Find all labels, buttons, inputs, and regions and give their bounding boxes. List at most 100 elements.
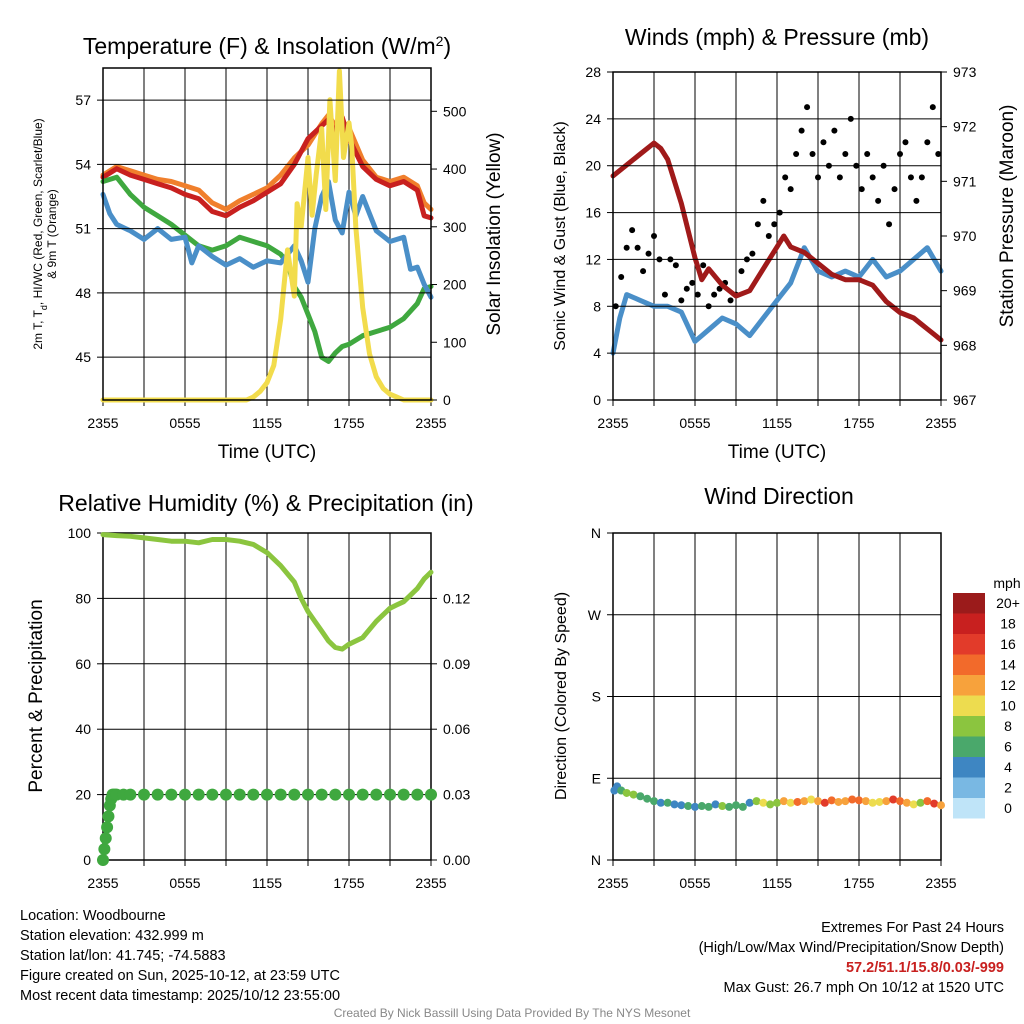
data-point xyxy=(425,788,437,801)
data-point xyxy=(902,139,909,146)
colorbar-swatch xyxy=(953,736,985,757)
x-tick-label: 0555 xyxy=(169,875,200,891)
direction-point xyxy=(622,788,631,797)
y-tick-label: 51 xyxy=(75,221,91,237)
colorbar-swatch xyxy=(953,777,985,798)
y-right-tick-label: 100 xyxy=(443,334,467,350)
x-tick-label: 0555 xyxy=(679,415,710,431)
data-point xyxy=(694,291,701,298)
data-point xyxy=(711,291,718,298)
winds-chart: 2355 0555 1155 1755 2355 0 4 8 12 16 20 24 28 967 968 9… xyxy=(552,24,1018,463)
colorbar-label: 20+ xyxy=(996,595,1020,611)
colorbar: mph 20+ 18 16 14 12 10 8 6 4 2 0 xyxy=(953,575,1021,819)
direction-point xyxy=(779,797,788,806)
extremes-values: 57.2/51.1/15.8/0.03/-999 xyxy=(845,960,1004,976)
direction-point xyxy=(889,795,898,804)
y-right-tick-label: 969 xyxy=(953,283,977,299)
y-tick-label: 8 xyxy=(593,298,601,314)
data-point xyxy=(815,174,821,181)
y-tick-label: 28 xyxy=(585,64,601,80)
data-point xyxy=(356,788,369,801)
y-right-tick-label: 972 xyxy=(953,119,977,135)
data-point xyxy=(274,788,287,801)
y-right-tick-label: 200 xyxy=(443,277,467,293)
direction-point xyxy=(896,797,904,806)
direction-point xyxy=(773,798,781,807)
data-point xyxy=(315,788,328,801)
data-point xyxy=(165,788,178,801)
data-point xyxy=(651,233,657,239)
data-point xyxy=(749,250,756,257)
data-point xyxy=(683,285,690,292)
x-axis-label: Time (UTC) xyxy=(218,442,317,463)
x-tick-label: 2355 xyxy=(597,875,628,891)
y-tick-label: N xyxy=(591,525,601,541)
figure-created: Figure created on Sun, 2025-10-12, at 23… xyxy=(20,968,340,984)
y-tick-label: 40 xyxy=(75,721,91,737)
data-point xyxy=(101,821,114,834)
x-tick-label: 1155 xyxy=(252,415,282,431)
colorbar-label: 2 xyxy=(1004,780,1012,796)
y-tick-label: 45 xyxy=(75,349,91,365)
series-line xyxy=(610,140,944,343)
colorbar-label: 12 xyxy=(1000,677,1016,693)
data-point xyxy=(99,832,112,845)
direction-point xyxy=(916,798,925,807)
y-tick-label: 4 xyxy=(593,345,601,361)
data-point xyxy=(864,151,871,157)
x-tick-label: 2355 xyxy=(925,415,956,431)
chart-title: Temperature (F) & Insolation (W/m2) xyxy=(83,33,451,59)
x-tick-label: 1155 xyxy=(762,875,792,891)
data-point xyxy=(138,788,150,801)
max-gust: Max Gust: 26.7 mph On 10/12 at 1520 UTC xyxy=(723,980,1004,996)
data-point xyxy=(124,788,137,801)
direction-point xyxy=(656,798,665,807)
data-point xyxy=(179,788,191,801)
station-elevation: Station elevation: 432.999 m xyxy=(20,928,204,944)
data-point xyxy=(924,139,931,146)
y-tick-label: 57 xyxy=(75,92,91,108)
x-tick-label: 2355 xyxy=(415,415,446,431)
data-point xyxy=(804,104,811,111)
data-point xyxy=(629,227,636,234)
colorbar-label: 18 xyxy=(1000,616,1016,632)
data-point xyxy=(623,244,630,251)
x-tick-label: 1755 xyxy=(843,875,874,891)
direction-point xyxy=(752,797,761,806)
data-point xyxy=(869,174,876,181)
y-tick-label: 60 xyxy=(75,656,91,672)
direction-point xyxy=(684,802,693,811)
chart-title: Wind Direction xyxy=(704,483,854,509)
colorbar-label: 10 xyxy=(1000,698,1016,714)
ylabel-rest: , HI/WC (Red, Green, Scarlet/Blue) xyxy=(31,118,45,305)
extremes-panel: Extremes For Past 24 Hours (High/Low/Max… xyxy=(699,918,1004,998)
direction-point xyxy=(697,802,706,811)
data-point xyxy=(97,854,109,866)
colorbar-swatch xyxy=(953,613,985,634)
data-point xyxy=(220,788,232,801)
data-point xyxy=(411,788,424,801)
y-axis-label-left-line2: & 9m T (Orange) xyxy=(45,189,59,279)
direction-point xyxy=(650,797,658,806)
direction-point xyxy=(848,795,857,804)
recent-data-timestamp: Most recent data timestamp: 2025/10/12 2… xyxy=(20,988,341,1004)
y-right-tick-label: 0 xyxy=(443,392,451,408)
data-point xyxy=(672,262,679,269)
data-point xyxy=(891,186,898,193)
colorbar-label: 8 xyxy=(1004,718,1012,734)
direction-point xyxy=(786,798,795,807)
x-tick-label: 2355 xyxy=(925,875,956,891)
direction-point xyxy=(875,797,884,806)
direction-point xyxy=(814,797,822,806)
y-axis-label-left: Percent & Precipitation xyxy=(26,599,47,792)
data-point xyxy=(836,174,843,181)
direction-point xyxy=(882,797,891,806)
data-point xyxy=(765,233,772,239)
y-right-tick-label: 970 xyxy=(953,228,977,244)
data-point xyxy=(771,221,778,228)
series-line xyxy=(100,112,434,212)
y-right-tick-label: 971 xyxy=(953,173,977,189)
x-tick-label: 2355 xyxy=(415,875,446,891)
y-tick-label: N xyxy=(591,852,601,868)
